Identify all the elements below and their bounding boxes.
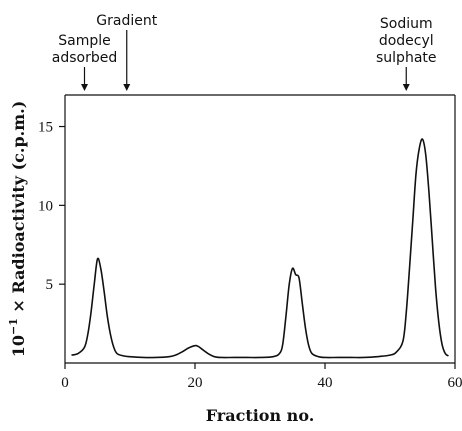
annotation-1: Gradient	[96, 13, 158, 91]
annotation-arrow-head	[123, 84, 131, 91]
y-tick-label: 5	[46, 277, 54, 293]
x-tick-label: 60	[448, 375, 462, 391]
x-tick-label: 0	[61, 375, 69, 391]
x-ticks: 0 20 40 60	[61, 363, 462, 391]
annotation-text: sulphate	[376, 50, 437, 66]
annotation-text: adsorbed	[52, 50, 117, 66]
y-axis-title-suffix: × Radioactivity (c.p.m.)	[9, 101, 28, 318]
y-axis-title-prefix: 10	[9, 335, 28, 357]
y-axis-title: 10−1 × Radioactivity (c.p.m.)	[7, 101, 28, 358]
annotation-arrow-head	[402, 84, 410, 91]
annotation-text: Sample	[58, 33, 111, 49]
annotation-arrow-head	[81, 84, 88, 91]
y-tick-label: 10	[38, 198, 53, 214]
y-tick-label: 15	[38, 120, 53, 136]
annotation-text: Gradient	[96, 13, 157, 29]
x-axis-title: Fraction no.	[206, 406, 315, 425]
series-line-0	[71, 138, 449, 359]
annotation-text: dodecyl	[379, 33, 434, 49]
y-axis-title-exponent: −1	[7, 318, 20, 335]
x-tick-label: 20	[188, 375, 203, 391]
annotation-text: Sodium	[380, 16, 433, 32]
y-ticks: 5 10 15	[38, 120, 65, 293]
x-tick-label: 40	[318, 375, 333, 391]
series-group	[71, 138, 449, 359]
